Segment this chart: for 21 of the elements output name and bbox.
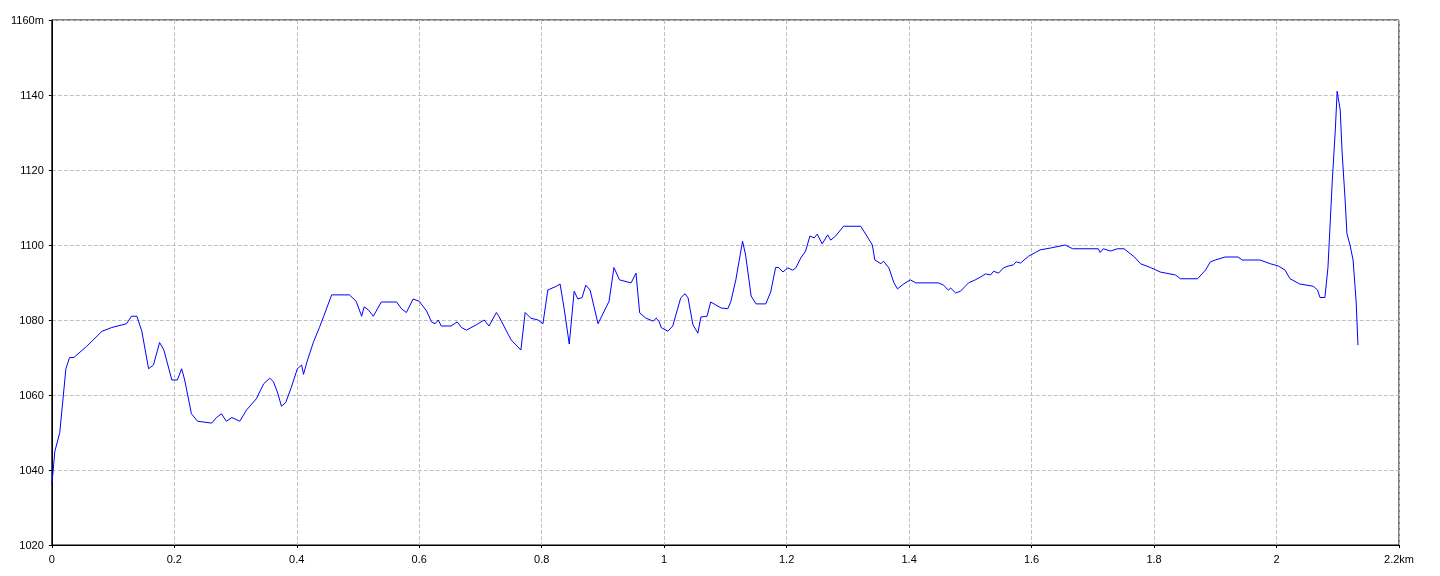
- y-tick-label: 1080: [19, 314, 44, 326]
- x-tick-label: 1.6: [1023, 552, 1040, 565]
- x-tick-label: 0.2: [166, 552, 182, 565]
- y-tick-label: 1140: [20, 89, 44, 101]
- x-tick-label: 0: [48, 552, 55, 565]
- x-tick-label: 0.8: [534, 552, 550, 565]
- y-tick-label: 1100: [20, 239, 44, 251]
- y-tick-label: 1160m: [10, 14, 44, 26]
- y-tick-label: 1060: [19, 389, 44, 401]
- y-tick-label: 1020: [19, 539, 44, 551]
- x-tick-label: 1.2: [779, 552, 795, 565]
- x-tick-label: 0.6: [411, 552, 427, 565]
- x-tick-label: 1.4: [901, 552, 917, 565]
- x-tick-label: 2.2km: [1384, 552, 1414, 565]
- x-tick-label: 2: [1273, 552, 1280, 565]
- x-tick-label: 0.4: [289, 552, 305, 565]
- line-series: [51, 90, 1359, 486]
- x-tick-label: 1: [661, 552, 668, 565]
- x-tick-label: 1.8: [1146, 552, 1162, 565]
- y-tick-label: 1040: [19, 464, 44, 476]
- y-tick-label: 1120: [20, 164, 44, 176]
